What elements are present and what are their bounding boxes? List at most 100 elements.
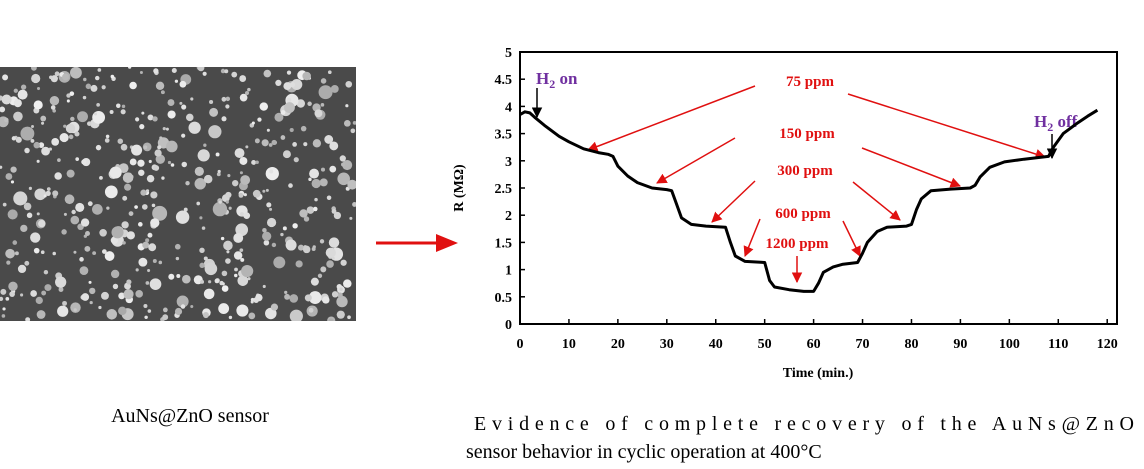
particle [181, 133, 186, 138]
particle [73, 250, 77, 254]
particle [269, 169, 274, 174]
particle [336, 310, 345, 319]
particle [141, 204, 148, 210]
particle [319, 239, 325, 244]
particle [51, 138, 60, 146]
particle [243, 193, 247, 197]
particle [203, 174, 213, 184]
particle [251, 121, 255, 125]
particle [261, 139, 269, 147]
particle [288, 183, 293, 188]
particle [218, 303, 230, 315]
particle [269, 207, 273, 211]
particle [90, 84, 98, 92]
particle [271, 242, 277, 248]
particle [33, 100, 43, 110]
particle [240, 257, 245, 262]
particle [176, 295, 189, 308]
particle [345, 80, 353, 88]
particle [71, 209, 76, 215]
particle [324, 135, 334, 144]
particle [155, 81, 165, 91]
particle [144, 315, 148, 320]
particle [199, 247, 205, 254]
particle [183, 207, 188, 212]
particle [182, 274, 191, 284]
particle [203, 256, 208, 261]
particle [35, 296, 43, 305]
particle [282, 150, 291, 159]
ppm-label: 600 ppm [775, 206, 831, 222]
particle [123, 289, 134, 300]
particle [190, 305, 194, 309]
particle [120, 143, 128, 151]
particle [220, 236, 225, 241]
particle [326, 195, 332, 201]
particle [303, 142, 308, 147]
particle [245, 145, 249, 149]
particle [293, 157, 299, 163]
particle [265, 166, 279, 181]
particle [286, 70, 292, 75]
h2-on-label: H2 on [536, 69, 578, 91]
particle [26, 212, 33, 219]
particle [308, 177, 312, 182]
chart-caption: sensor behavior in cyclic operation at 4… [466, 441, 822, 463]
particle [121, 104, 126, 109]
particle [181, 161, 188, 168]
particle [121, 221, 129, 229]
particle [241, 264, 254, 278]
particle [79, 257, 84, 262]
particle [165, 140, 178, 153]
particle [275, 79, 282, 87]
particle [145, 238, 150, 243]
particle [99, 175, 103, 180]
particle [266, 217, 277, 228]
particle [153, 165, 160, 171]
particle [340, 259, 347, 266]
y-tick-label: 1.5 [495, 236, 513, 251]
y-tick-label: 4 [505, 100, 512, 115]
particle [174, 243, 181, 250]
particle [202, 312, 209, 319]
particle [244, 90, 250, 96]
particle [221, 96, 227, 102]
particle [167, 110, 176, 119]
particle [112, 283, 119, 290]
particle [312, 139, 322, 148]
particle [262, 284, 266, 289]
particle [82, 95, 87, 100]
particle [253, 297, 259, 303]
particle [217, 169, 221, 174]
particle [239, 156, 248, 165]
particle [62, 73, 69, 81]
particle [320, 167, 326, 172]
particle [77, 111, 88, 123]
particle [226, 250, 230, 254]
particle [318, 85, 333, 100]
particle [214, 278, 220, 284]
particle [202, 71, 207, 76]
particle [0, 165, 3, 169]
y-axis-label: R (MΩ) [452, 164, 467, 212]
particle [176, 274, 181, 279]
particle [138, 169, 145, 176]
particle [286, 97, 292, 103]
particle [148, 159, 152, 164]
particle [20, 126, 35, 141]
x-tick-label: 100 [999, 337, 1020, 352]
particle [47, 187, 51, 191]
particle [126, 279, 132, 285]
particle [274, 112, 284, 122]
particle [247, 87, 251, 92]
particle [234, 148, 245, 158]
particle [168, 273, 175, 280]
particle [50, 105, 56, 110]
particle [167, 99, 175, 107]
particle [134, 205, 138, 209]
particle [209, 99, 214, 105]
particle [319, 178, 328, 187]
particle [38, 142, 45, 149]
particle [138, 257, 148, 267]
particle [352, 121, 356, 125]
